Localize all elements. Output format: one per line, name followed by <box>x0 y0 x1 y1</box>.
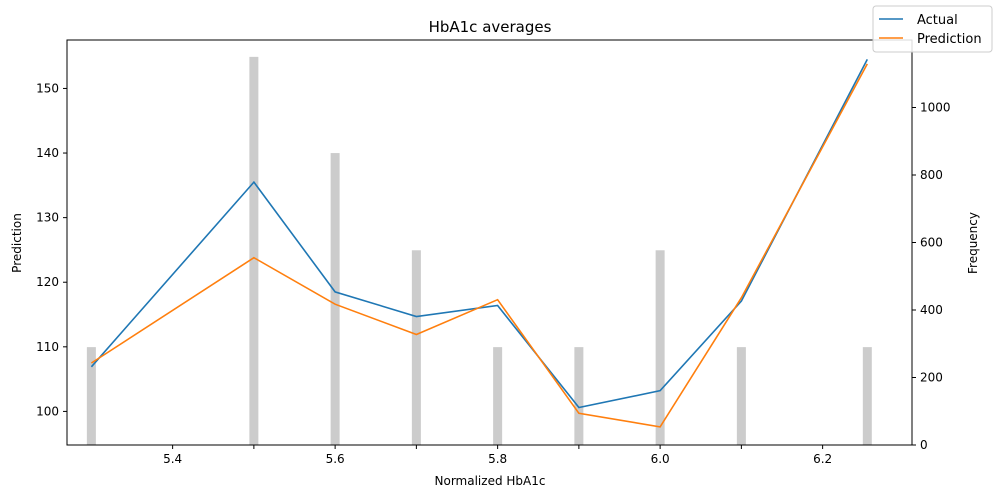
y2-tick-label: 800 <box>920 168 943 182</box>
histogram-bars <box>86 56 872 445</box>
legend-label: Prediction <box>917 32 982 47</box>
y2-tick-label: 400 <box>920 303 943 317</box>
series-lines <box>90 59 869 428</box>
x-tick-label: 5.8 <box>488 452 507 466</box>
histogram-bar <box>574 347 584 445</box>
y2-tick-label: 0 <box>920 438 928 452</box>
histogram-bar <box>736 347 746 445</box>
y2-axis-ticks: 0 200 400 600 800 1000 <box>912 101 951 452</box>
legend-label: Actual <box>917 13 958 28</box>
histogram-bar <box>493 347 503 445</box>
histogram-bar <box>330 153 340 445</box>
histogram-bar <box>862 347 872 445</box>
histogram-bar <box>411 250 421 445</box>
y-tick-label: 120 <box>36 275 59 289</box>
y-tick-label: 100 <box>36 404 59 418</box>
y2-tick-label: 600 <box>920 236 943 250</box>
x-tick-label: 6.0 <box>651 452 670 466</box>
series-line-prediction <box>90 63 869 428</box>
legend-box <box>872 5 993 53</box>
y2-tick-label: 200 <box>920 371 943 385</box>
y2-tick-label: 1000 <box>920 101 951 115</box>
x-axis-ticks: 5.4 5.6 5.8 6.0 6.2 <box>163 445 832 466</box>
histogram-bar <box>655 250 665 445</box>
histogram-bar <box>249 56 259 445</box>
y-tick-label: 150 <box>36 81 59 95</box>
y2-axis-label: Frequency <box>966 212 980 274</box>
x-tick-label: 5.4 <box>163 452 182 466</box>
series-line-actual <box>90 59 869 409</box>
y-tick-label: 130 <box>36 211 59 225</box>
y-axis-ticks: 100 110 120 130 140 150 <box>36 81 67 418</box>
legend: Actual Prediction <box>872 5 993 53</box>
x-axis-label: Normalized HbA1c <box>435 474 546 488</box>
x-tick-label: 5.6 <box>326 452 345 466</box>
y-tick-label: 110 <box>36 340 59 354</box>
chart-title: HbA1c averages <box>429 18 552 36</box>
y-tick-label: 140 <box>36 146 59 160</box>
x-tick-label: 6.2 <box>813 452 832 466</box>
histogram-bar <box>86 347 96 445</box>
y-axis-label: Prediction <box>10 213 24 273</box>
